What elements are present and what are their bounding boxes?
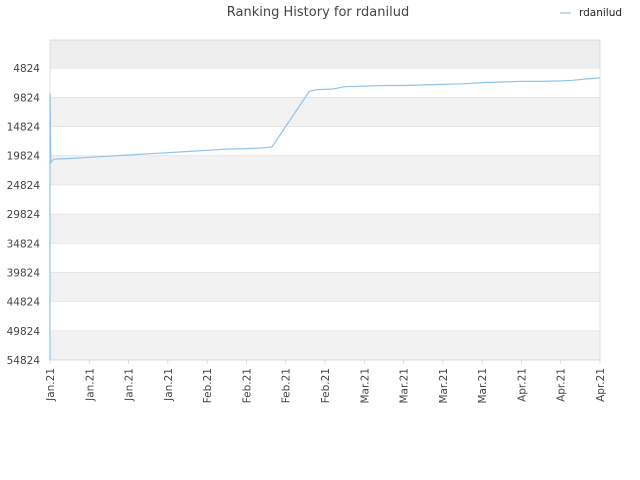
x-tick-label: Feb.21 (241, 368, 253, 403)
x-tick-label: Jan.21 (45, 368, 57, 402)
plot-band (50, 272, 600, 302)
x-tick-label: Mar.21 (359, 368, 371, 404)
y-tick-label: 4824 (13, 63, 40, 75)
series-group (49, 77, 601, 360)
y-tick-label: 39824 (7, 267, 41, 279)
plot-band-top (50, 40, 600, 69)
y-axis: 4824 9824 14824 19824 24824 29824 34824 39824 44… (7, 63, 41, 367)
plot-band (50, 214, 600, 244)
plot-band (50, 330, 600, 360)
y-tick-label: 44824 (7, 297, 41, 309)
x-tick-label: Jan.21 (163, 368, 175, 402)
plot-band (50, 301, 600, 331)
x-tick-label: Feb.21 (281, 368, 293, 403)
y-tick-label: 14824 (7, 122, 41, 134)
chart-title: Ranking History for rdanilud (227, 5, 409, 20)
x-tick-label: Mar.21 (477, 368, 489, 404)
y-tick-label: 54824 (7, 355, 41, 367)
legend-label: rdanilud (579, 7, 622, 19)
x-tick-label: Feb.21 (320, 368, 332, 403)
x-tick-label: Apr.21 (595, 368, 607, 402)
plot-band (50, 243, 600, 273)
x-axis: Jan.21 Jan.21 Jan.21 Jan.21 Feb.21 Feb.21 Feb.… (45, 360, 607, 404)
y-tick-label: 29824 (7, 209, 41, 221)
x-tick-label: Apr.21 (516, 368, 528, 402)
x-tick-label: Mar.21 (399, 368, 411, 404)
x-tick-label: Feb.21 (202, 368, 214, 403)
plot-band (50, 126, 600, 156)
x-tick-label: Jan.21 (84, 368, 96, 402)
y-tick-label: 19824 (7, 151, 41, 163)
y-tick-label: 9824 (13, 92, 40, 104)
x-tick-label: Apr.21 (556, 368, 568, 402)
plot-band (50, 68, 600, 98)
plot-band (50, 97, 600, 127)
y-tick-label: 34824 (7, 238, 41, 250)
plot-bands (50, 40, 600, 360)
plot-band (50, 184, 600, 215)
plot-band (50, 155, 600, 185)
x-tick-label: Mar.21 (438, 368, 450, 404)
y-tick-label: 24824 (7, 180, 41, 192)
legend: rdanilud (560, 7, 622, 19)
x-tick-label: Jan.21 (124, 368, 136, 402)
y-tick-label: 49824 (7, 326, 41, 338)
series-line (49, 77, 601, 165)
